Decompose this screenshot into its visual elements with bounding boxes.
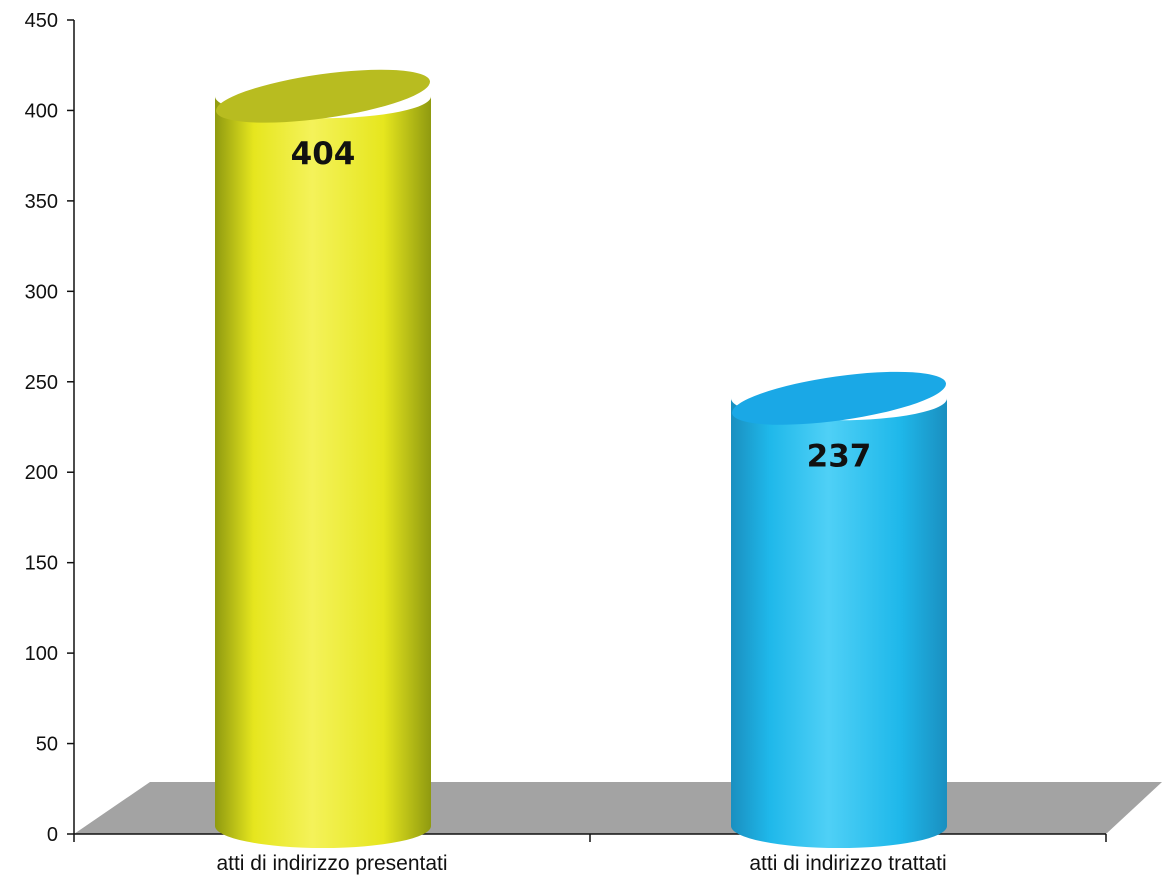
bar-top — [732, 371, 946, 425]
y-tick-label: 50 — [36, 734, 58, 756]
bar-top — [216, 69, 430, 123]
y-tick-label: 250 — [25, 372, 58, 394]
bars-group — [215, 69, 947, 849]
y-tick-label: 0 — [47, 824, 58, 846]
y-tick-label: 350 — [25, 191, 58, 213]
data-label: 404 — [291, 136, 356, 172]
bar-body — [215, 96, 431, 849]
y-tick-label: 450 — [25, 10, 58, 32]
x-tick-label: atti di indirizzo trattati — [749, 852, 946, 875]
y-tick-label: 200 — [25, 462, 58, 484]
y-tick-label: 300 — [25, 281, 58, 303]
x-tick-label: atti di indirizzo presentati — [216, 852, 447, 875]
labels-group: 404 atti di indirizzo presentati 237 atti d… — [216, 136, 946, 875]
y-axis: 0 50 100 150 200 250 300 350 400 450 — [25, 10, 75, 846]
data-label: 237 — [807, 438, 872, 474]
y-tick-label: 150 — [25, 553, 58, 575]
y-tick-label: 400 — [25, 100, 58, 122]
y-tick-label: 100 — [25, 643, 58, 665]
bar-body — [731, 398, 947, 848]
bar — [731, 371, 947, 848]
bar — [215, 69, 431, 849]
